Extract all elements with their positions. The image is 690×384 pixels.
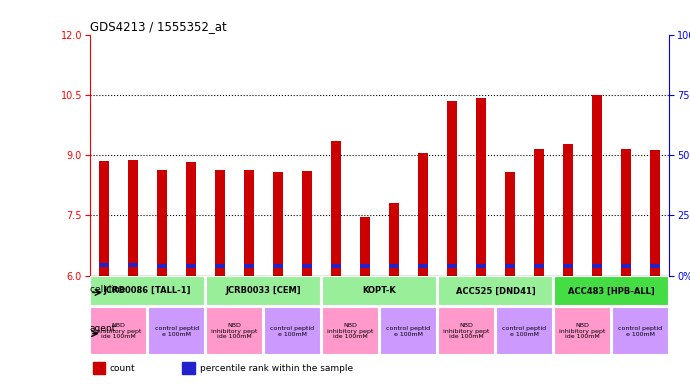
- Bar: [186, 162, 196, 276]
- Bar: [273, 172, 283, 276]
- Text: cell line: cell line: [90, 285, 126, 294]
- Bar: [360, 264, 370, 268]
- Bar: [360, 217, 370, 276]
- Text: JCRB0033 [CEM]: JCRB0033 [CEM]: [226, 286, 302, 295]
- Bar: [215, 170, 225, 276]
- Bar: [302, 264, 312, 268]
- Text: ACC483 [HPB-ALL]: ACC483 [HPB-ALL]: [568, 286, 655, 295]
- Bar: [621, 149, 631, 276]
- Bar: [128, 263, 138, 267]
- Bar: [650, 150, 660, 276]
- Text: control peptid
e 100mM: control peptid e 100mM: [155, 326, 199, 336]
- Text: JCRB0086 [TALL-1]: JCRB0086 [TALL-1]: [104, 286, 191, 295]
- Bar: [476, 98, 486, 276]
- Bar: [505, 264, 515, 268]
- Text: control peptid
e 100mM: control peptid e 100mM: [386, 326, 431, 336]
- Bar: [592, 95, 602, 276]
- Bar: [380, 307, 437, 355]
- Text: count: count: [110, 364, 136, 372]
- Bar: [206, 307, 264, 355]
- Text: ACC525 [DND41]: ACC525 [DND41]: [455, 286, 535, 295]
- Bar: [157, 264, 167, 268]
- Bar: [322, 307, 380, 355]
- Bar: [186, 264, 196, 268]
- Bar: [621, 264, 631, 268]
- Text: NBD
inhibitory pept
ide 100mM: NBD inhibitory pept ide 100mM: [443, 323, 490, 339]
- Text: control peptid
e 100mM: control peptid e 100mM: [618, 326, 662, 336]
- Bar: [505, 172, 515, 276]
- Bar: [447, 264, 457, 268]
- Bar: [99, 161, 109, 276]
- Text: agent: agent: [90, 324, 116, 333]
- Bar: [331, 264, 341, 268]
- Bar: [157, 170, 167, 276]
- Bar: [389, 202, 399, 276]
- Bar: [437, 276, 553, 306]
- Text: GDS4213 / 1555352_at: GDS4213 / 1555352_at: [90, 20, 226, 33]
- Bar: [534, 264, 544, 268]
- Bar: [553, 307, 611, 355]
- Text: NBD
inhibitory pept
ide 100mM: NBD inhibitory pept ide 100mM: [95, 323, 142, 339]
- Text: NBD
inhibitory pept
ide 100mM: NBD inhibitory pept ide 100mM: [211, 323, 258, 339]
- Bar: [418, 153, 428, 276]
- Bar: [273, 264, 283, 268]
- Bar: [563, 264, 573, 268]
- Bar: [92, 362, 106, 374]
- Bar: [90, 276, 206, 306]
- Text: NBD
inhibitory pept
ide 100mM: NBD inhibitory pept ide 100mM: [559, 323, 606, 339]
- Bar: [182, 362, 195, 374]
- Bar: [90, 307, 148, 355]
- Bar: [563, 144, 573, 276]
- Bar: [418, 264, 428, 268]
- Bar: [128, 160, 138, 276]
- Bar: [302, 171, 312, 276]
- Bar: [592, 264, 602, 268]
- Bar: [206, 276, 322, 306]
- Bar: [534, 149, 544, 276]
- Text: control peptid
e 100mM: control peptid e 100mM: [502, 326, 546, 336]
- Bar: [244, 264, 254, 268]
- Text: KOPT-K: KOPT-K: [363, 286, 396, 295]
- Bar: [495, 307, 553, 355]
- Text: percentile rank within the sample: percentile rank within the sample: [200, 364, 353, 372]
- Bar: [650, 264, 660, 268]
- Bar: [331, 141, 341, 276]
- Bar: [447, 101, 457, 276]
- Bar: [99, 263, 109, 267]
- Bar: [215, 264, 225, 268]
- Bar: [244, 170, 254, 276]
- Bar: [553, 276, 669, 306]
- Bar: [322, 276, 437, 306]
- Bar: [264, 307, 322, 355]
- Bar: [476, 264, 486, 268]
- Bar: [389, 264, 399, 268]
- Bar: [148, 307, 206, 355]
- Text: control peptid
e 100mM: control peptid e 100mM: [270, 326, 315, 336]
- Bar: [611, 307, 669, 355]
- Bar: [437, 307, 495, 355]
- Text: NBD
inhibitory pept
ide 100mM: NBD inhibitory pept ide 100mM: [327, 323, 374, 339]
